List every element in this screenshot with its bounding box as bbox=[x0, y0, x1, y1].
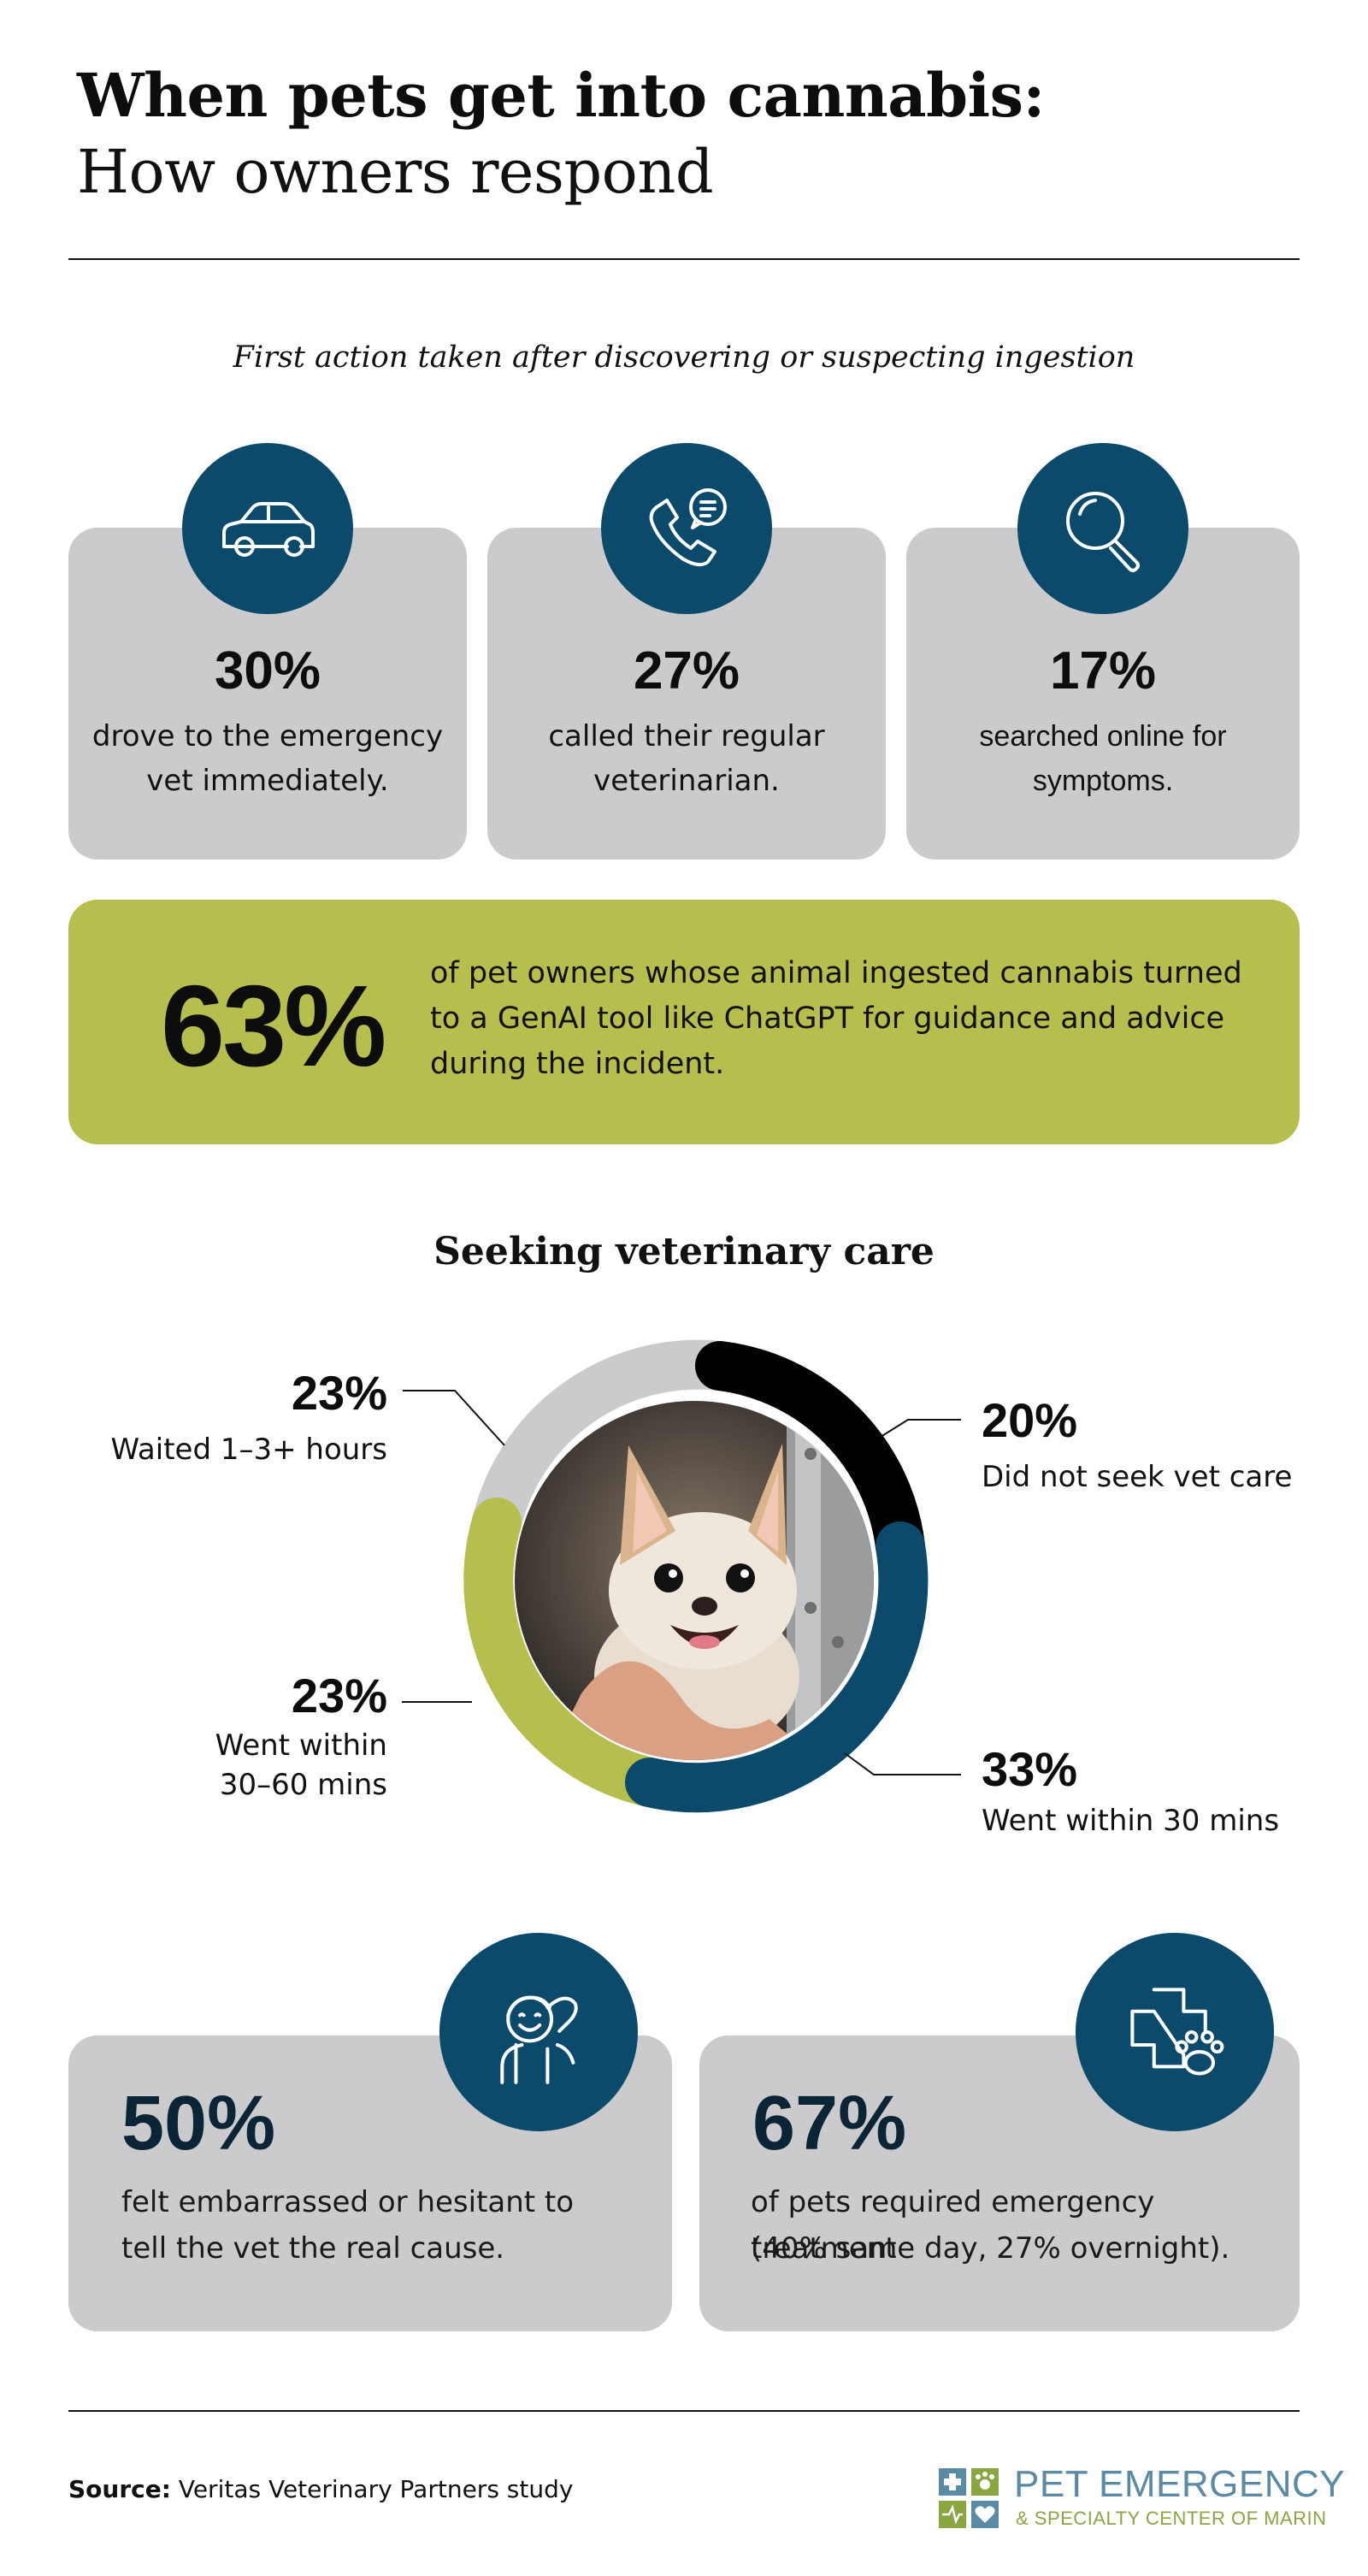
first-action-subtitle: First action taken after discovering or … bbox=[233, 340, 1135, 375]
logo-name: PET EMERGENCY bbox=[1014, 2463, 1346, 2505]
segment-percent-waited: 23% bbox=[291, 1366, 387, 1420]
leader-line-waited bbox=[403, 1390, 505, 1446]
stat-text-line2: veterinarian. bbox=[593, 764, 780, 798]
stat-text-line2: (40% same day, 27% overnight). bbox=[751, 2231, 1230, 2266]
magnifier-icon bbox=[1017, 443, 1188, 614]
genai-highlight-card: 63% of pet owners whose animal ingested … bbox=[68, 900, 1300, 1144]
phone-chat-icon bbox=[601, 443, 772, 614]
segment-label-within-30-60-line1: Went within bbox=[215, 1728, 387, 1763]
highlight-percent: 63% bbox=[161, 961, 386, 1090]
logo-mark bbox=[939, 2468, 999, 2528]
stat-percent: 50% bbox=[121, 2081, 276, 2166]
segment-label-within-30-60-line2: 30–60 mins bbox=[219, 1768, 387, 1802]
stat-percent: 27% bbox=[633, 641, 740, 700]
segment-percent-no-care: 20% bbox=[982, 1393, 1078, 1447]
medical-cross-paw-icon bbox=[1076, 1933, 1274, 2131]
segment-percent-within-30: 33% bbox=[982, 1742, 1078, 1796]
segment-label-within-30: Went within 30 mins bbox=[982, 1804, 1280, 1838]
highlight-text-line1: of pet owners whose animal ingested cann… bbox=[430, 956, 1242, 990]
page-subtitle: How owners respond bbox=[77, 137, 714, 207]
stat-text-line1: searched online for bbox=[979, 720, 1227, 753]
donut-segment-within-30-60 bbox=[463, 1498, 675, 1807]
segment-label-no-care: Did not seek vet care bbox=[982, 1460, 1293, 1494]
source-label: Source: bbox=[68, 2475, 171, 2503]
car-icon bbox=[182, 443, 353, 614]
segment-percent-within-30-60: 23% bbox=[291, 1669, 387, 1722]
footer-divider bbox=[68, 2410, 1300, 2412]
stat-percent: 67% bbox=[752, 2081, 907, 2166]
stat-text-line1: of pets required emergency treatment bbox=[751, 2185, 1155, 2266]
header-divider bbox=[68, 258, 1300, 260]
source-text: Veritas Veterinary Partners study bbox=[178, 2475, 574, 2503]
source-note: Source: Veritas Veterinary Partners stud… bbox=[68, 2475, 573, 2503]
donut-segment-waited bbox=[472, 1339, 745, 1547]
page-title: When pets get into cannabis: bbox=[77, 60, 1045, 131]
donut-segment-no-care bbox=[695, 1341, 925, 1571]
logo-subname: & SPECIALTY CENTER OF MARIN bbox=[1016, 2508, 1327, 2529]
highlight-text-line3: during the incident. bbox=[430, 1047, 725, 1081]
chihuahua-photo bbox=[515, 1401, 874, 1760]
stat-percent: 30% bbox=[214, 641, 321, 700]
stat-percent: 17% bbox=[1049, 641, 1157, 700]
stat-text-line2: tell the vet the real cause. bbox=[121, 2231, 505, 2266]
stat-text-line1: felt embarrassed or hesitant to bbox=[121, 2185, 575, 2219]
donut-segment-within-30 bbox=[625, 1521, 929, 1813]
highlight-text-line2: to a GenAI tool like ChatGPT for guidanc… bbox=[430, 1001, 1225, 1036]
stat-card-emergency-vet: 30% drove to the emergency vet immediate… bbox=[68, 528, 467, 860]
stat-text-line1: drove to the emergency bbox=[91, 719, 444, 753]
stat-text-line1: called their regular bbox=[548, 719, 825, 753]
leader-line-no-care bbox=[880, 1419, 961, 1438]
vet-care-title: Seeking veterinary care bbox=[433, 1230, 935, 1273]
leader-line-within-30 bbox=[844, 1752, 961, 1775]
embarrassed-person-icon bbox=[439, 1933, 638, 2131]
stat-text-line2: vet immediately. bbox=[146, 764, 389, 798]
stat-text-line2: symptoms. bbox=[1032, 765, 1174, 797]
segment-label-waited: Waited 1–3+ hours bbox=[110, 1433, 387, 1467]
